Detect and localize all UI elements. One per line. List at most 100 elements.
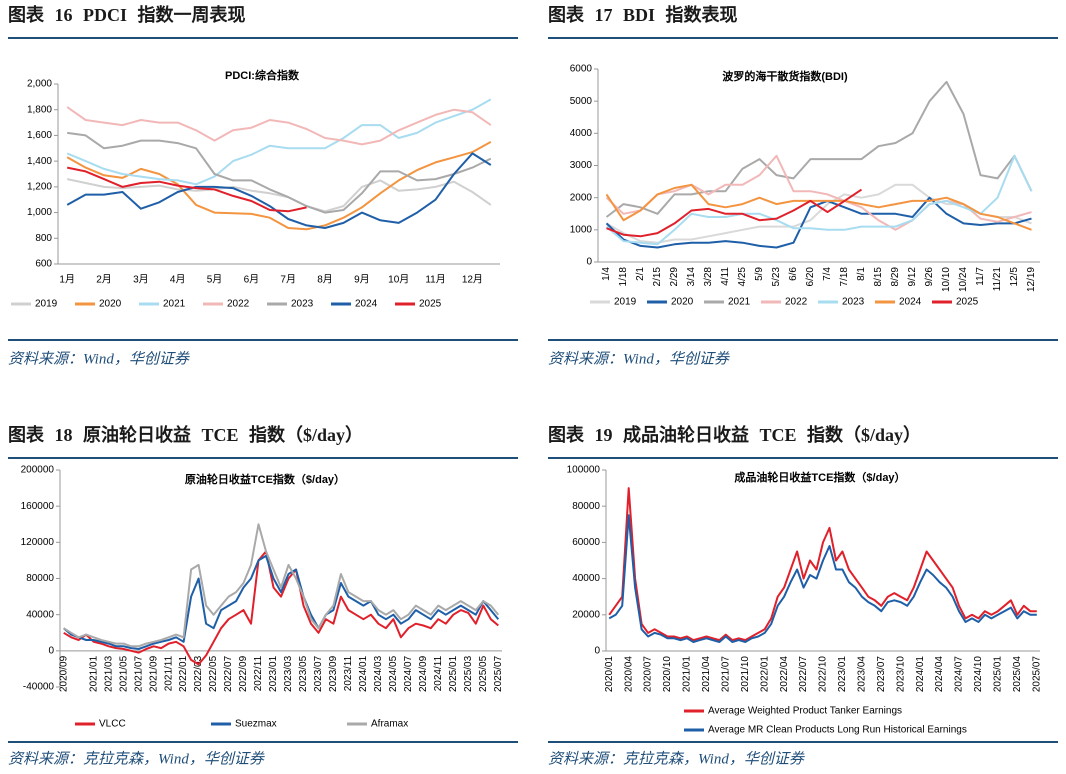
x-tick-label: 2月 — [96, 274, 112, 286]
series-line — [605, 154, 1032, 231]
x-tick-label: 2022/01 — [759, 656, 770, 693]
y-tick-label: 0 — [594, 646, 600, 657]
chart-title: 原油轮日收益TCE指数（$/day） — [185, 472, 345, 486]
x-tick-label: 2/15 — [652, 267, 663, 287]
x-tick-label: 2020/01 — [604, 656, 615, 693]
y-tick-label: 1,400 — [27, 156, 52, 167]
legend-label: 2024 — [899, 297, 922, 308]
x-tick-label: 2025/01 — [993, 656, 1004, 693]
x-tick-label: 7/4 — [822, 267, 833, 281]
x-tick-label: 11/7 — [975, 267, 986, 286]
series-line — [608, 514, 1037, 643]
x-tick-label: 2022/07 — [798, 656, 809, 693]
x-tick-label: 1/18 — [618, 267, 629, 287]
x-tick-label: 11/21 — [992, 267, 1003, 292]
legend-label: 2019 — [35, 299, 58, 310]
y-tick-label: 100000 — [567, 465, 601, 476]
series-line — [66, 166, 307, 213]
series-line — [605, 154, 1033, 246]
source-note: 资料来源：克拉克森，Wind，华创证券 — [8, 750, 265, 767]
x-tick-label: 2025/01 — [448, 655, 459, 692]
y-tick-label: 120000 — [21, 537, 55, 548]
source-note: 资料来源：Wind，华创证券 — [548, 350, 730, 367]
y-tick-label: 1,200 — [27, 181, 52, 192]
series-line — [66, 178, 492, 213]
x-tick-label: 2021/04 — [701, 656, 712, 693]
x-tick-label: 12/5 — [1009, 267, 1020, 287]
y-tick-label: 4000 — [570, 128, 593, 139]
x-tick-label: 1月 — [59, 274, 75, 286]
x-tick-label: 2021/07 — [133, 655, 144, 692]
x-tick-label: 2020/10 — [662, 656, 673, 693]
series-line — [66, 98, 492, 186]
x-tick-label: 2023/11 — [343, 655, 354, 691]
x-tick-label: 2022/04 — [779, 656, 790, 693]
series-line — [66, 106, 492, 146]
source-note: 资料来源：克拉克森，Wind，华创证券 — [548, 750, 805, 767]
legend-label: 2020 — [671, 297, 694, 308]
x-tick-label: 2025/07 — [493, 655, 504, 692]
x-tick-label: 2022/05 — [208, 655, 219, 692]
x-tick-label: 6/20 — [805, 267, 816, 287]
y-tick-label: 1,800 — [27, 104, 52, 115]
legend-label: Average Weighted Product Tanker Earnings — [708, 706, 902, 717]
figure-caption: 图表 16 PDCI 指数一周表现 — [8, 4, 246, 25]
x-tick-label: 8/15 — [873, 267, 884, 287]
series-line — [66, 152, 492, 229]
y-tick-label: 2000 — [570, 192, 593, 203]
x-tick-label: 2023/10 — [895, 656, 906, 693]
series-line — [606, 188, 863, 238]
x-tick-label: 4月 — [170, 274, 186, 286]
y-tick-label: 20000 — [572, 609, 600, 620]
x-tick-label: 2/1 — [635, 267, 646, 281]
x-tick-label: 2022/07 — [223, 655, 234, 692]
x-tick-label: 9/12 — [907, 267, 918, 287]
figure-caption: 图表 19 成品油轮日收益 TCE 指数（$/day） — [548, 424, 921, 445]
series-line — [63, 523, 500, 648]
figure-caption: 图表 18 原油轮日收益 TCE 指数（$/day） — [8, 424, 363, 445]
x-tick-label: 3/28 — [703, 267, 714, 287]
x-tick-label: 2022/03 — [193, 655, 204, 692]
x-tick-label: 2024/03 — [373, 655, 384, 692]
x-tick-label: 6月 — [244, 274, 260, 286]
x-tick-label: 2021/07 — [720, 656, 731, 693]
y-tick-label: 80000 — [26, 573, 54, 584]
y-tick-label: 0 — [48, 645, 54, 656]
y-tick-label: 6000 — [570, 64, 593, 75]
x-tick-label: 2023/01 — [837, 656, 848, 693]
chart-title: PDCI:综合指数 — [225, 68, 300, 82]
legend-label: 2023 — [842, 297, 865, 308]
y-tick-label: 1000 — [570, 224, 593, 235]
x-tick-label: 2/29 — [669, 267, 680, 287]
source-note: 资料来源：Wind，华创证券 — [8, 350, 190, 367]
x-tick-label: 3/14 — [686, 267, 697, 287]
x-tick-label: 2021/03 — [103, 655, 114, 692]
x-tick-label: 2022/01 — [178, 655, 189, 692]
x-tick-label: 2022/10 — [818, 656, 829, 693]
x-tick-label: 2021/11 — [163, 655, 174, 691]
legend-label: Aframax — [371, 719, 408, 730]
y-tick-label: 0 — [586, 257, 592, 268]
y-tick-label: -40000 — [23, 682, 55, 693]
y-tick-label: 1,000 — [27, 207, 52, 218]
x-tick-label: 7月 — [280, 274, 296, 286]
legend-label: 2021 — [163, 299, 186, 310]
x-tick-label: 2022/09 — [238, 655, 249, 692]
legend-label: 2019 — [614, 297, 637, 308]
x-tick-label: 2024/04 — [934, 656, 945, 693]
series-line — [605, 196, 1032, 249]
x-tick-label: 2023/09 — [328, 655, 339, 692]
x-tick-label: 2021/01 — [88, 655, 99, 692]
series-line — [608, 487, 1037, 642]
legend-label: 2024 — [355, 299, 378, 310]
x-tick-label: 2023/07 — [313, 655, 324, 692]
x-tick-label: 10/10 — [941, 267, 952, 292]
y-tick-label: 40000 — [572, 573, 600, 584]
y-tick-label: 5000 — [570, 96, 593, 107]
y-tick-label: 200000 — [21, 465, 55, 476]
x-tick-label: 2020/09 — [58, 655, 69, 692]
x-tick-label: 2023/03 — [283, 655, 294, 692]
x-tick-label: 4/11 — [720, 267, 731, 286]
y-tick-label: 800 — [35, 233, 52, 244]
x-tick-label: 2021/05 — [118, 655, 129, 692]
